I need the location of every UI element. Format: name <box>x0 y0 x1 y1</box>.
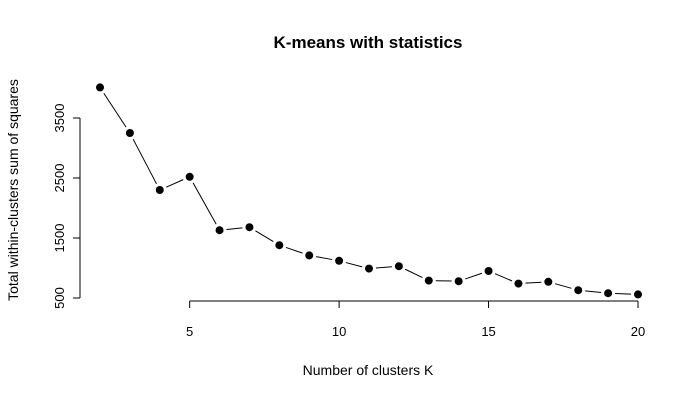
series-line-segment <box>346 263 362 267</box>
data-point <box>574 286 582 294</box>
data-point <box>425 277 433 285</box>
series-line-segment <box>133 139 156 184</box>
data-point <box>186 173 194 181</box>
series-line-segment <box>525 282 541 283</box>
data-point <box>455 277 463 285</box>
series-line-segment <box>405 269 422 277</box>
series-line-segment <box>555 284 571 289</box>
series-line-segment <box>465 273 482 279</box>
x-tick-label: 5 <box>186 324 193 339</box>
data-point <box>634 290 642 298</box>
y-tick-label: 2500 <box>52 164 67 193</box>
data-point <box>96 83 104 91</box>
x-tick-label: 15 <box>481 324 495 339</box>
series-line-segment <box>104 93 126 127</box>
x-axis-label: Number of clusters K <box>303 362 434 378</box>
data-point <box>275 241 283 249</box>
data-point <box>604 289 612 297</box>
data-point <box>156 186 164 194</box>
series-line-segment <box>227 228 243 230</box>
data-point <box>395 262 403 270</box>
series-line-segment <box>255 231 273 242</box>
data-point <box>245 223 253 231</box>
series-line-segment <box>166 180 183 188</box>
series-line-segment <box>316 257 332 260</box>
data-point <box>365 265 373 273</box>
y-tick-label: 1500 <box>52 224 67 253</box>
plot-area <box>96 83 642 298</box>
series-line-segment <box>585 291 601 293</box>
series-line-segment <box>495 274 512 281</box>
data-point <box>335 257 343 265</box>
chart-title: K-means with statistics <box>274 33 463 52</box>
data-point <box>216 226 224 234</box>
y-axis-label: Total within-clusters sum of squares <box>5 79 21 301</box>
data-point <box>485 267 493 275</box>
y-tick-label: 500 <box>52 287 67 309</box>
y-tick-label: 3500 <box>52 104 67 133</box>
x-tick-label: 10 <box>332 324 346 339</box>
data-point <box>514 280 522 288</box>
series-line-segment <box>193 183 216 224</box>
data-point <box>126 129 134 137</box>
x-tick-label: 20 <box>631 324 645 339</box>
y-axis: 500 1500 2500 3500 <box>52 104 80 309</box>
x-axis: 5 10 15 20 <box>186 301 645 339</box>
series-line-segment <box>286 247 303 253</box>
series-line-segment <box>615 293 631 294</box>
data-point <box>544 278 552 286</box>
data-point <box>305 251 313 259</box>
series-line-segment <box>376 267 392 268</box>
